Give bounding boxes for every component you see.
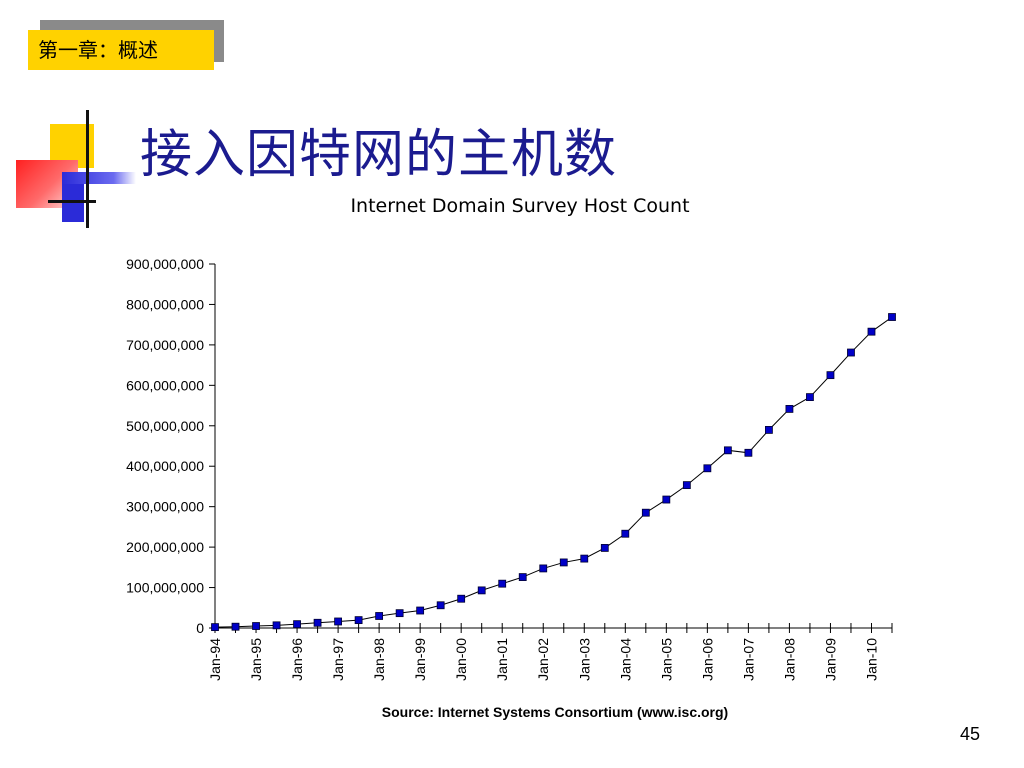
data-point xyxy=(765,426,773,434)
data-point xyxy=(723,446,732,455)
data-point xyxy=(641,508,650,517)
x-tick-label: Jan-04 xyxy=(617,638,633,681)
data-point xyxy=(682,481,691,490)
x-tick-label: Jan-08 xyxy=(781,638,797,681)
decor-blue-bar xyxy=(62,172,136,184)
decor-vertical-line xyxy=(86,110,89,228)
x-tick-label: Jan-00 xyxy=(453,638,469,681)
data-point xyxy=(498,579,507,588)
y-axis: 0 100,000,000 200,000,000 300,000,000 400,00… xyxy=(126,256,216,636)
y-tick-label: 800,000,000 xyxy=(126,296,204,312)
y-tick-label: 300,000,000 xyxy=(126,499,204,515)
slide-title: 接入因特网的主机数 xyxy=(140,125,618,185)
data-point xyxy=(539,564,548,573)
data-point xyxy=(313,618,322,627)
chart-source: Source: Internet Systems Consortium (www… xyxy=(381,704,729,720)
y-tick-label: 100,000,000 xyxy=(126,580,204,596)
data-point xyxy=(703,464,712,473)
x-tick-label: Jan-09 xyxy=(822,638,838,681)
chapter-tag: 第一章：概述 xyxy=(28,30,214,70)
data-point xyxy=(621,529,630,538)
data-point xyxy=(272,621,281,630)
chart-title: Internet Domain Survey Host Count xyxy=(350,195,690,217)
data-point xyxy=(888,313,896,321)
y-tick-label: 700,000,000 xyxy=(126,337,204,353)
data-point xyxy=(662,495,671,504)
x-tick-label: Jan-05 xyxy=(658,638,674,681)
data-point xyxy=(395,609,404,618)
y-tick-label: 200,000,000 xyxy=(126,539,204,555)
data-point xyxy=(806,393,814,402)
x-tick-label: Jan-07 xyxy=(740,638,756,681)
x-tick-label: Jan-95 xyxy=(248,638,264,681)
data-point xyxy=(477,586,486,595)
data-point xyxy=(211,623,219,632)
data-point xyxy=(867,327,876,336)
x-tick-label: Jan-01 xyxy=(494,638,510,681)
data-point xyxy=(559,558,568,567)
y-tick-label: 900,000,000 xyxy=(126,256,204,272)
x-tick-label: Jan-98 xyxy=(371,638,387,681)
data-point xyxy=(744,448,753,457)
x-tick-label: Jan-94 xyxy=(207,638,223,681)
data-point xyxy=(416,606,425,615)
data-point xyxy=(847,348,855,357)
data-point xyxy=(436,601,445,610)
y-tick-label: 500,000,000 xyxy=(126,418,204,434)
x-tick-label: Jan-02 xyxy=(535,638,551,681)
x-tick-label: Jan-10 xyxy=(863,638,879,681)
data-point xyxy=(293,620,301,629)
data-point xyxy=(518,573,527,581)
data-point xyxy=(785,405,794,413)
y-tick-label: 400,000,000 xyxy=(126,458,204,474)
data-point xyxy=(231,622,240,631)
data-point xyxy=(375,612,384,620)
x-tick-label: Jan-99 xyxy=(412,638,428,681)
x-axis: Jan-94 Jan-95 Jan-96 Jan-97 Jan-98 Jan-99 Jan-… xyxy=(207,623,893,681)
series-line xyxy=(214,316,893,628)
y-tick-label: 0 xyxy=(196,620,204,636)
data-point xyxy=(252,622,260,630)
decor-horizontal-line xyxy=(48,200,96,203)
data-point xyxy=(354,616,363,625)
y-tick-label: 600,000,000 xyxy=(126,377,204,393)
decor-blue-block xyxy=(62,184,84,222)
x-tick-label: Jan-97 xyxy=(330,638,346,681)
data-point xyxy=(457,594,466,603)
page-number: 45 xyxy=(960,724,981,744)
x-tick-label: Jan-96 xyxy=(289,638,305,681)
data-point xyxy=(826,371,835,380)
data-point xyxy=(600,544,609,552)
series-host-count xyxy=(211,313,896,632)
data-point xyxy=(580,554,589,563)
data-point xyxy=(334,617,342,626)
x-tick-label: Jan-03 xyxy=(576,638,592,681)
x-tick-label: Jan-06 xyxy=(699,638,715,681)
